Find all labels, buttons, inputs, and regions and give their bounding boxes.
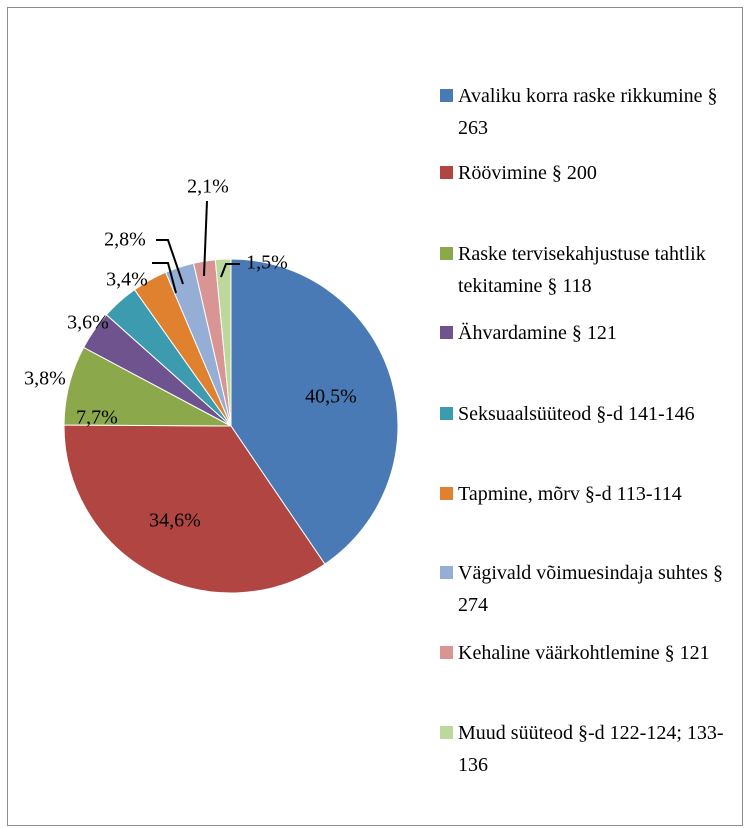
pie-slice <box>214 258 232 427</box>
data-label: 34,6% <box>149 510 201 532</box>
legend-swatch <box>440 326 453 339</box>
data-label: 3,4% <box>106 269 148 291</box>
legend-swatch <box>440 487 453 500</box>
data-label: 2,1% <box>187 176 229 198</box>
leader-line <box>203 200 208 277</box>
legend-label: Vägivald võimuesindaja suhtes § 274 <box>458 562 723 616</box>
legend-swatch <box>440 247 453 260</box>
data-label: 3,8% <box>24 368 66 390</box>
legend-swatch <box>440 407 453 420</box>
data-label: 3,6% <box>67 312 109 334</box>
leader-line <box>220 263 240 278</box>
leader-line <box>156 239 184 285</box>
legend-label: Ähvardamine § 121 <box>458 322 617 344</box>
legend-swatch <box>440 89 453 102</box>
legend-swatch <box>440 166 453 179</box>
legend-label: Tapmine, mõrv §-d 113-114 <box>458 483 682 505</box>
legend-swatch <box>440 726 453 739</box>
legend-swatch <box>440 566 453 579</box>
legend-label: Seksuaalsüüteod §-d 141-146 <box>458 403 695 425</box>
legend-label: Muud süüteod §-d 122-124; 133-136 <box>458 722 724 776</box>
pie-slice <box>63 424 326 594</box>
pie-slice <box>230 258 399 565</box>
legend-swatch <box>440 646 453 659</box>
legend-label: Avaliku korra raske rikkumine § 263 <box>458 85 718 139</box>
legend-label: Röövimine § 200 <box>458 162 597 184</box>
data-label: 7,7% <box>76 407 118 429</box>
data-label: 1,5% <box>246 252 288 274</box>
legend-label: Kehaline väärkohtlemine § 121 <box>458 642 710 664</box>
legend-label: Raske tervisekahjustuse tahtlik tekitami… <box>458 243 706 297</box>
data-label: 40,5% <box>305 386 357 408</box>
leader-line <box>152 262 177 294</box>
chart-frame <box>7 7 743 826</box>
data-label: 2,8% <box>104 229 146 251</box>
